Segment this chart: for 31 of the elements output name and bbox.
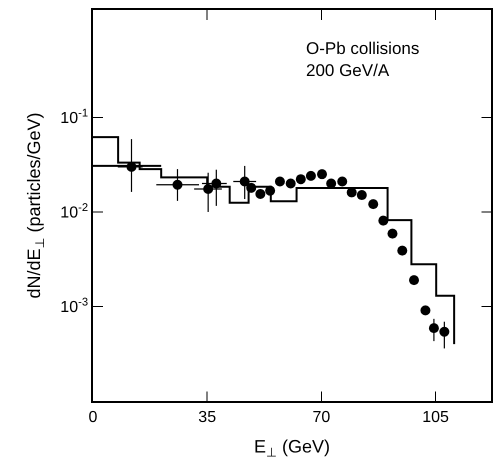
point	[296, 174, 306, 184]
point	[274, 176, 285, 187]
point	[428, 323, 439, 334]
point	[356, 190, 367, 200]
point	[409, 275, 420, 286]
point	[337, 176, 348, 187]
y-tick-label: 10$^{-2}$	[60, 202, 88, 222]
point	[317, 169, 328, 180]
x-tick-label: 70	[312, 408, 330, 426]
x-tick-label: 35	[198, 408, 216, 426]
x-axis-title: E$_{⊥}$ (GeV)	[254, 436, 330, 460]
point	[246, 182, 256, 193]
point	[368, 199, 378, 210]
point	[378, 216, 388, 226]
x-tick-label: 0	[88, 408, 98, 426]
x-tick-label: 105	[422, 408, 449, 426]
annotation: O-Pb collisions 200 GeV/A	[306, 39, 420, 80]
point	[286, 178, 296, 189]
point	[172, 180, 182, 190]
point	[211, 178, 222, 189]
point	[240, 176, 250, 187]
point	[439, 326, 450, 337]
point	[420, 305, 430, 316]
y-tick-label: 10$^{-1}$	[60, 107, 88, 128]
point	[306, 170, 316, 181]
point	[265, 186, 276, 196]
point	[255, 188, 266, 199]
y-tick-label: 10$^{-3}$	[60, 296, 88, 316]
point	[397, 246, 408, 256]
point	[203, 184, 214, 194]
point	[387, 228, 398, 239]
